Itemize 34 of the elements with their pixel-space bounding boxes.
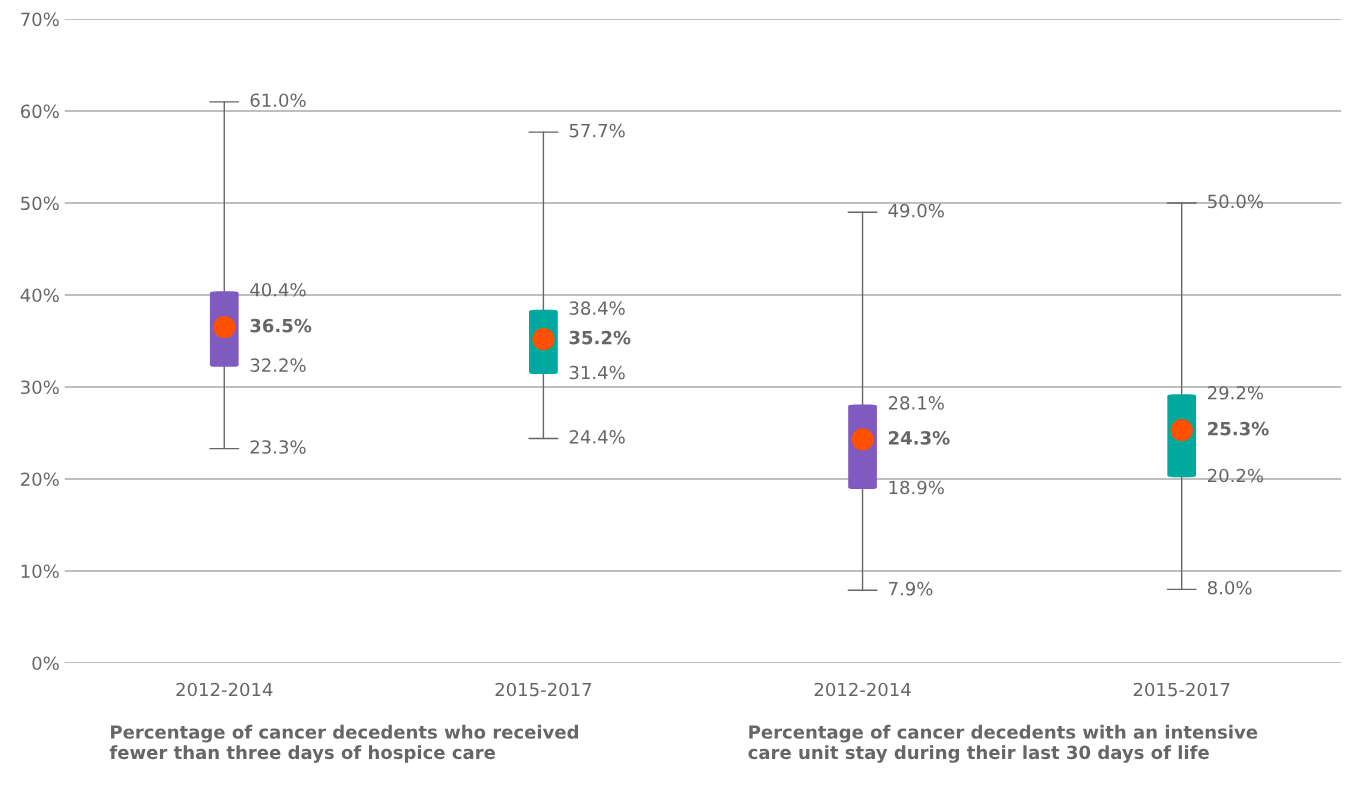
y-tick-label: 10% (21, 564, 59, 579)
annotation: 32.2% (250, 358, 306, 372)
annotation: 20.2% (1208, 468, 1264, 483)
annotation: 24.3% (888, 431, 950, 445)
y-tick-label: 70% (21, 12, 59, 27)
annotation: 36.5% (250, 318, 312, 333)
annotation: 50.0% (1208, 194, 1264, 209)
annotation: 57.7% (569, 123, 625, 138)
annotation: 31.4% (569, 365, 625, 380)
annotation: 7.9% (889, 581, 933, 596)
annotation: 40.4% (250, 282, 306, 297)
y-tick-label: 30% (21, 380, 59, 395)
annotation: 35.2% (569, 330, 631, 345)
x-tick-label: 2012-2014 (176, 682, 273, 697)
x-axis-title: Percentage of cancer decedents who received fewer than three days of hospice care (109, 724, 579, 763)
x-tick-label: 2012-2014 (814, 682, 911, 697)
annotation: 61.0% (250, 93, 306, 108)
annotation: 49.0% (888, 203, 944, 218)
annotation: 25.3% (1208, 421, 1269, 436)
y-tick-label: 40% (20, 288, 59, 303)
y-tick-label: 20% (21, 472, 59, 487)
y-tick-label: 60% (20, 104, 59, 119)
x-axis-title: Percentage of cancer decedents with an intensive care unit stay during their last 30 days of life (748, 724, 1258, 763)
annotation: 23.3% (250, 440, 306, 454)
annotation: 24.4% (569, 430, 625, 444)
annotation: 8.0% (1207, 580, 1252, 595)
annotation: 38.4% (569, 301, 625, 315)
annotation: 29.2% (1208, 385, 1264, 400)
x-tick-label: 2015-2017 (1133, 682, 1230, 697)
annotation: 28.1% (888, 396, 944, 410)
annotation: 18.9% (889, 480, 944, 495)
y-tick-label: 0% (32, 656, 59, 671)
y-tick-label: 50% (21, 196, 59, 211)
x-tick-label: 2015-2017 (495, 682, 592, 697)
